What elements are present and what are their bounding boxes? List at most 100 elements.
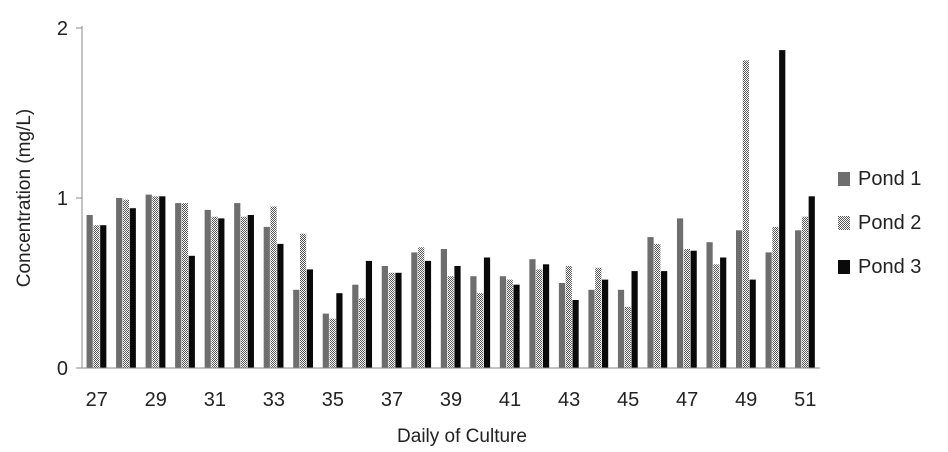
x-tick-label: 29: [145, 389, 167, 411]
bar-pond-2-day-44: [595, 267, 602, 368]
bar-pond-2-day-42: [536, 269, 543, 368]
bar-pond-2-day-36: [359, 298, 366, 368]
bar-pond-3-day-51: [808, 196, 815, 368]
bar-pond-1-day-50: [765, 252, 772, 368]
x-tick-label: 51: [794, 389, 816, 411]
bar-pond-3-day-47: [690, 250, 697, 368]
x-tick-label: 27: [86, 389, 108, 411]
bar-pond-2-day-47: [683, 249, 690, 368]
x-tick-label: 41: [499, 389, 521, 411]
bar-pond-3-day-50: [779, 50, 786, 368]
bar-pond-2-day-29: [152, 196, 159, 368]
bar-pond-3-day-43: [572, 300, 579, 368]
bar-pond-2-day-28: [122, 199, 130, 368]
x-axis: 27 29 31 33 35 37 39 41 43 45 47 49 51: [82, 367, 820, 411]
bar-pond-3-day-49: [749, 279, 756, 368]
legend-swatch-pond-2: [838, 216, 850, 230]
bar-pond-2-day-32: [240, 216, 248, 368]
bar-pond-1-day-30: [175, 203, 182, 368]
bar-pond-3-day-38: [424, 260, 432, 368]
y-tick-label: 0: [57, 358, 68, 380]
legend-swatch-pond-3: [838, 260, 850, 274]
x-tick-label: 45: [617, 389, 639, 411]
y-tick-label: 1: [57, 188, 68, 210]
bar-pond-1-day-45: [617, 289, 625, 368]
bar-pond-3-day-30: [188, 255, 195, 368]
bar-pond-1-day-34: [293, 289, 300, 368]
bar-pond-2-day-35: [329, 318, 336, 368]
bar-pond-3-day-40: [483, 257, 491, 368]
bar-pond-1-day-49: [736, 230, 743, 368]
bar-pond-3-day-39: [454, 266, 461, 368]
bar-pond-1-day-28: [116, 198, 123, 368]
bar-pond-1-day-43: [558, 283, 566, 368]
legend-label-pond-1: Pond 1: [858, 168, 921, 190]
bar-pond-2-day-41: [506, 279, 513, 368]
bar-pond-3-day-33: [277, 243, 284, 368]
bar-pond-3-day-46: [661, 271, 668, 368]
bar-pond-1-day-44: [588, 289, 595, 368]
legend-label-pond-2: Pond 2: [858, 212, 921, 234]
bar-pond-1-day-29: [145, 194, 152, 368]
bar-pond-2-day-45: [624, 306, 631, 368]
bar-pond-3-day-34: [306, 269, 313, 368]
bar-pond-2-day-50: [772, 226, 779, 368]
bar-pond-1-day-42: [529, 259, 536, 368]
bar-pond-1-day-51: [795, 230, 802, 368]
bar-pond-2-day-34: [300, 233, 307, 368]
bar-pond-1-day-32: [234, 203, 241, 368]
x-axis-title: Daily of Culture: [397, 426, 527, 447]
bar-pond-2-day-38: [418, 247, 425, 368]
legend: Pond 1 Pond 2 Pond 3: [838, 168, 921, 278]
x-tick-label: 37: [381, 389, 403, 411]
x-tick-label: 47: [676, 389, 698, 411]
bar-pond-2-day-48: [713, 264, 720, 368]
bar-pond-2-day-46: [654, 243, 661, 368]
y-axis: 0 1 2: [57, 18, 83, 380]
bar-pond-3-day-37: [395, 272, 402, 368]
bar-pond-1-day-48: [706, 242, 713, 368]
plot-area: [86, 50, 815, 369]
bar-pond-3-day-42: [542, 264, 550, 368]
y-tick-label: 2: [57, 18, 68, 40]
bar-pond-3-day-48: [720, 257, 727, 368]
x-tick-label: 39: [440, 389, 462, 411]
x-tick-label: 43: [558, 389, 580, 411]
bar-pond-3-day-28: [129, 208, 136, 368]
bar-pond-3-day-44: [602, 279, 609, 368]
bar-pond-3-day-45: [631, 271, 638, 368]
bar-pond-1-day-47: [676, 218, 684, 368]
bar-pond-2-day-40: [477, 293, 484, 368]
bar-pond-3-day-32: [247, 215, 254, 368]
bar-pond-2-day-27: [93, 225, 100, 368]
bar-pond-3-day-41: [513, 284, 520, 368]
x-tick-label: 49: [735, 389, 757, 411]
bar-pond-3-day-35: [336, 293, 343, 368]
bar-pond-2-day-43: [565, 266, 572, 368]
x-tick-label: 35: [322, 389, 344, 411]
bar-pond-1-day-37: [381, 266, 388, 368]
bar-pond-1-day-39: [440, 249, 447, 368]
bar-pond-1-day-41: [499, 276, 507, 368]
bar-pond-3-day-31: [218, 218, 225, 368]
bar-pond-1-day-46: [647, 237, 654, 368]
bar-pond-2-day-37: [388, 272, 395, 368]
bar-pond-1-day-40: [470, 276, 477, 368]
y-axis-title: Concentration (mg/L): [14, 109, 35, 287]
bar-pond-2-day-51: [801, 216, 809, 368]
x-tick-label: 31: [204, 389, 226, 411]
bar-pond-1-day-33: [263, 226, 270, 368]
bar-pond-2-day-33: [270, 206, 277, 368]
x-tick-label: 33: [263, 389, 285, 411]
bar-pond-1-day-27: [86, 215, 93, 368]
legend-swatch-pond-1: [838, 172, 850, 186]
bar-pond-1-day-35: [322, 313, 329, 368]
bar-pond-3-day-27: [100, 225, 107, 368]
bar-pond-3-day-29: [159, 196, 166, 368]
bar-pond-2-day-31: [211, 216, 218, 368]
bar-pond-2-day-30: [181, 203, 189, 368]
bar-pond-2-day-49: [742, 60, 749, 369]
bar-pond-1-day-31: [204, 209, 211, 368]
legend-label-pond-3: Pond 3: [858, 256, 921, 278]
